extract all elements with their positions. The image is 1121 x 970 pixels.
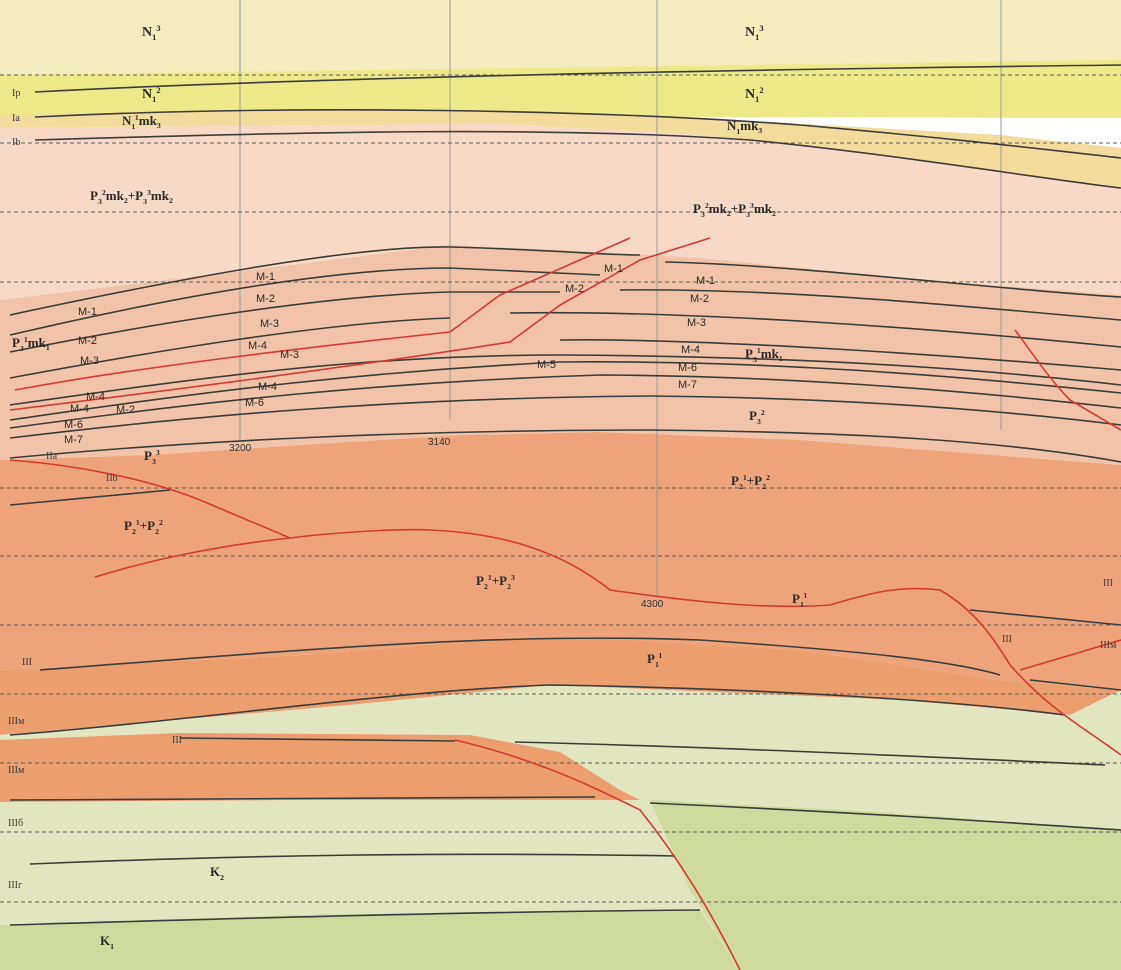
reflector-label-ia: Ia	[12, 113, 20, 124]
seam-label: M-3	[280, 349, 299, 361]
reflector-label-iii-right: III	[1103, 578, 1113, 589]
fault-line	[9, 459, 291, 539]
layer-cretaceous-lower-left	[0, 910, 740, 970]
seam-label: M-2	[690, 293, 709, 305]
unit-label-n1-2-left: N12	[142, 86, 161, 104]
seam-label: M-2	[256, 293, 275, 305]
unit-label-n1-3-left: N13	[142, 24, 161, 42]
horizon-iii	[39, 637, 1001, 676]
reflector-label-iii-left: III	[22, 657, 32, 668]
seam-label: M-4	[681, 344, 700, 356]
seam-label: M-7	[64, 434, 83, 446]
seam-label: M-5	[537, 359, 556, 371]
horizon-ia	[34, 109, 1121, 159]
fault-line	[94, 528, 1121, 756]
seam-label: M-4	[248, 340, 267, 352]
horizon-lines	[9, 64, 1121, 926]
unit-label-n1-3-right: N13	[745, 24, 764, 42]
seam-label: M-6	[245, 397, 264, 409]
horizon-iii-right	[969, 609, 1121, 626]
well-lines	[239, 0, 1002, 598]
reflector-label-ib: Ib	[12, 137, 20, 148]
horizon-m5	[9, 354, 1121, 406]
horizon-m7	[9, 374, 1121, 429]
horizon-iiim-2	[179, 737, 456, 742]
seam-label: M-1	[78, 306, 97, 318]
seam-label: M-3	[260, 318, 279, 330]
horizon-m6	[9, 361, 1121, 421]
horizon-m8	[9, 395, 1121, 439]
horizon-m2-left	[9, 267, 601, 336]
reflector-label-iiim-2: IIIм	[8, 765, 25, 776]
unit-label-n1mk3-right: N1mk3	[727, 118, 762, 136]
horizon-iib	[9, 489, 171, 506]
seam-label: M-6	[64, 419, 83, 431]
seam-label: M-2	[78, 335, 97, 347]
reflector-label-ip: Ip	[12, 88, 20, 99]
horizon-right-iiia	[1029, 679, 1121, 691]
reflector-label-iia: IIa	[46, 451, 58, 462]
horizon-m3-right	[509, 311, 1121, 348]
horizon-k2-top	[29, 853, 676, 865]
horizon-m3-left	[9, 291, 560, 353]
seam-label: M-3	[80, 355, 99, 367]
horizon-ib	[34, 130, 1121, 189]
fault-lines	[9, 237, 1121, 970]
layer-paleogene-wedge	[0, 733, 640, 802]
seam-label: M-4	[86, 391, 105, 403]
reflector-label-iii-mid: III	[172, 735, 182, 746]
fault-line	[1014, 329, 1121, 431]
horizon-iia	[9, 429, 1121, 463]
fault-line	[9, 237, 711, 411]
depth-labels: 3200 3140 4300	[229, 437, 664, 610]
reflector-labels: Ip Ia Ib IIa IIb III III III III IIIм II…	[8, 88, 1117, 891]
horizon-m1-left	[9, 246, 641, 316]
horizon-iiim-4	[9, 796, 596, 801]
seam-label: M-2	[565, 283, 584, 295]
seam-label: M-1	[604, 263, 623, 275]
horizon-m4-right	[559, 339, 1121, 371]
seam-label: M-4	[258, 381, 277, 393]
horizon-iiim-3	[514, 741, 1106, 766]
reflector-label-iib: IIb	[106, 473, 118, 484]
horizon-k1-top	[9, 909, 701, 926]
well-depth-label: 4300	[641, 599, 664, 610]
reflector-label-iiim-1: IIIм	[8, 716, 25, 727]
unit-label-n1-2-right: N12	[745, 86, 764, 104]
horizon-iiib-1	[649, 802, 1121, 831]
seam-label: M-3	[687, 317, 706, 329]
unit-label-p3mk2-right: P32mk2+P33mk2	[693, 201, 776, 219]
unit-label-p3mk2-left: P32mk2+P33mk2	[90, 188, 173, 206]
reflector-label-iiib: IIIб	[8, 818, 23, 829]
reflector-label-iiig: IIIг	[8, 880, 22, 891]
horizon-iiim-base	[9, 684, 1066, 736]
fault-line	[1019, 639, 1121, 671]
well-depth-label: 3200	[229, 443, 252, 454]
horizon-m1-right	[664, 261, 1121, 298]
well-depth-label: 3140	[428, 437, 451, 448]
seam-label: M-2	[116, 404, 135, 416]
layer-cretaceous-lower-right	[650, 800, 1121, 970]
seam-label: M-1	[696, 275, 715, 287]
seam-label: M-7	[678, 379, 697, 391]
seam-labels: M-1 M-2 M-3 M-4 M-4 M-2 M-6 M-7 M-1 M-2 …	[64, 263, 715, 446]
seam-label: M-1	[256, 271, 275, 283]
horizon-m2-right	[619, 289, 1121, 321]
reflector-label-iii-right2: III	[1002, 634, 1012, 645]
seam-label: M-4	[70, 403, 89, 415]
reflector-label-iiim-right: IIIм	[1100, 640, 1117, 651]
horizon-ip	[34, 64, 1121, 93]
fault-line	[14, 237, 631, 391]
fault-line	[454, 739, 741, 970]
horizon-m4-left	[9, 317, 451, 379]
seam-label: M-6	[678, 362, 697, 374]
